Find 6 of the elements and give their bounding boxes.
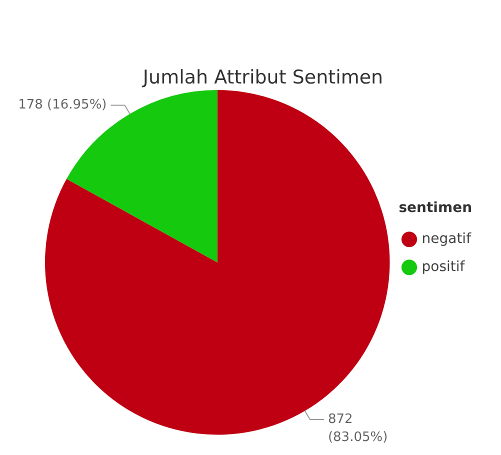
legend-title: sentimen (398, 200, 472, 216)
legend-label: negatif (422, 231, 472, 248)
data-label: 178 (16.95%) (18, 98, 107, 113)
legend-label: positif (422, 259, 466, 276)
chart-title: Jumlah Attribut Sentimen (142, 66, 384, 88)
data-label: 872 (83.05%) (328, 412, 388, 445)
